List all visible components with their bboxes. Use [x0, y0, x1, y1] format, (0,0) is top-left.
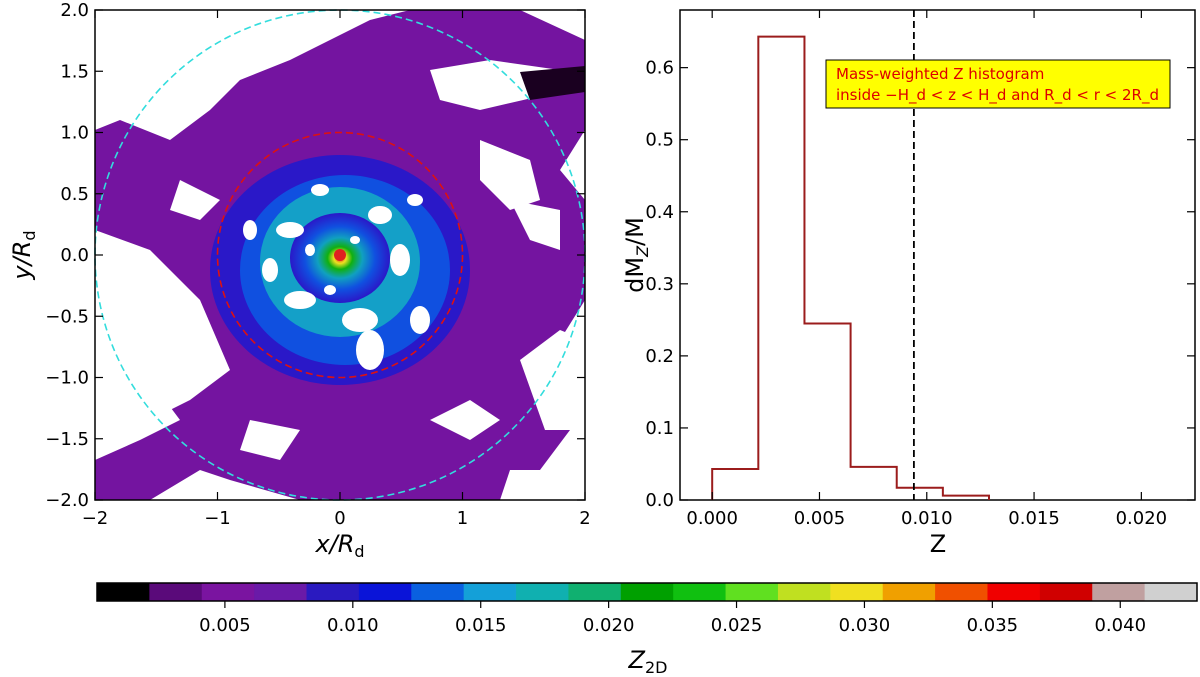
map-ytick-label: 0.5: [60, 184, 89, 205]
colorbar-tick-label: 0.025: [711, 615, 763, 636]
hist-xtick-label: 0.015: [1008, 508, 1060, 529]
map-ytick-label: −0.5: [45, 306, 89, 327]
hist-ytick-label: 0.0: [645, 490, 674, 511]
map-xtick-label: 1: [457, 508, 468, 529]
histogram-steps: [711, 35, 990, 500]
colorbar-segment: [254, 583, 308, 601]
hist-xtick-label: 0.020: [1116, 508, 1168, 529]
hist-ytick-label: 0.1: [645, 418, 674, 439]
colorbar-segment: [1039, 583, 1093, 601]
map-ytick-label: 0.0: [60, 245, 89, 266]
map-xtick-label: −2: [82, 508, 109, 529]
annotation-line2: inside −H_d < z < H_d and R_d < r < 2R_d: [836, 86, 1159, 105]
colorbar-tick-label: 0.015: [455, 615, 507, 636]
colorbar-segment: [306, 583, 360, 601]
map-xtick-label: −1: [204, 508, 231, 529]
colorbar-segment: [882, 583, 936, 601]
colorbar-segment: [97, 583, 150, 601]
map-xtick-label: 2: [579, 508, 590, 529]
map-xlabel: x/Rd: [314, 530, 364, 561]
hist-xlabel: Z: [930, 530, 946, 558]
map-ytick-label: −2.0: [45, 490, 89, 511]
map-panel: −2 −1 0 1 2 −2.0 −1.5 −1.0 −0.5 0.0 0.5 1.0 1.5 2.0 x…: [8, 0, 591, 561]
colorbar-segment: [149, 583, 203, 601]
histogram-panel: 0.000 0.005 0.010 0.015 0.020 0.0 0.1 0.2 0.3 0.4…: [621, 9, 1196, 558]
colorbar-segment: [568, 583, 622, 601]
colorbar-segment: [830, 583, 884, 601]
colorbar-segment: [201, 583, 255, 601]
colorbar: 0.005 0.010 0.015 0.020 0.025 0.030 0.035 0.040…: [96, 582, 1198, 677]
colorbar-segment: [725, 583, 779, 601]
hist-ytick-label: 0.2: [645, 346, 674, 367]
hist-ytick-label: 0.3: [645, 274, 674, 295]
hist-ytick-label: 0.5: [645, 130, 674, 151]
histogram-bin: [758, 37, 804, 500]
histogram-bin: [851, 467, 897, 500]
hist-ylabel: dMZ/M: [621, 217, 652, 293]
colorbar-segment: [673, 583, 727, 601]
colorbar-segment: [1144, 583, 1198, 601]
histogram-bin: [897, 488, 943, 500]
hist-ytick-label: 0.6: [645, 58, 674, 79]
map-ylabel: y/Rd: [8, 230, 39, 280]
map-ytick-label: −1.0: [45, 368, 89, 389]
colorbar-tick-label: 0.005: [199, 615, 251, 636]
colorbar-segment: [1092, 583, 1146, 601]
annotation-line1: Mass-weighted Z histogram: [836, 65, 1044, 83]
colorbar-tick-label: 0.010: [327, 615, 379, 636]
map-ytick-label: −1.5: [45, 429, 89, 450]
colorbar-segment: [358, 583, 412, 601]
colorbar-tick-label: 0.030: [839, 615, 891, 636]
hist-xtick-label: 0.010: [901, 508, 953, 529]
colorbar-segment: [935, 583, 989, 601]
histogram-bin: [943, 496, 989, 500]
hist-xtick-label: 0.000: [686, 508, 738, 529]
map-ytick-label: 1.5: [60, 61, 89, 82]
colorbar-segment: [463, 583, 517, 601]
colorbar-segment: [620, 583, 674, 601]
colorbar-tick-label: 0.040: [1094, 615, 1146, 636]
colorbar-tick-label: 0.020: [583, 615, 635, 636]
hist-ytick-label: 0.4: [645, 202, 674, 223]
map-ytick-label: 1.0: [60, 123, 89, 144]
map-xtick-label: 0: [334, 508, 345, 529]
histogram-bin: [804, 323, 850, 500]
hist-frame: [679, 9, 1196, 501]
inner-radius-circle: [216, 131, 464, 379]
colorbar-segment: [516, 583, 570, 601]
colorbar-segment: [987, 583, 1041, 601]
colorbar-label: Z2D: [628, 646, 668, 677]
map-image: [95, 10, 585, 500]
map-ytick-label: 2.0: [60, 0, 89, 21]
colorbar-segment: [411, 583, 465, 601]
hist-xtick-label: 0.005: [794, 508, 846, 529]
colorbar-segment: [777, 583, 831, 601]
histogram-bin: [712, 469, 758, 500]
colorbar-tick-label: 0.035: [967, 615, 1019, 636]
hist-annotation: Mass-weighted Z histogram inside −H_d < …: [825, 59, 1171, 109]
